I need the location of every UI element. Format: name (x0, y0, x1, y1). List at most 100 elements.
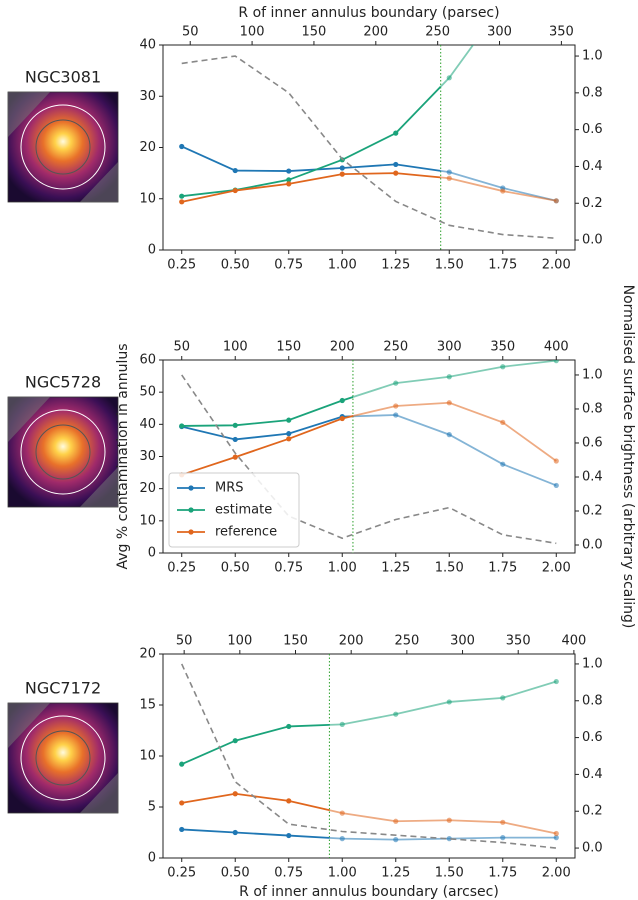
x-tick-label: 1.50 (435, 561, 464, 576)
y-tick-label: 15 (139, 698, 156, 713)
series-point (553, 458, 559, 464)
y2-tick-label: 0.0 (582, 841, 603, 856)
series-point (232, 454, 238, 460)
x-tick-label: 1.25 (381, 258, 410, 273)
x2-tick-label: 100 (227, 634, 252, 649)
series-line (181, 680, 557, 765)
y-tick-label: 5 (148, 800, 156, 815)
y-tick-label: 0 (148, 546, 156, 561)
series-point (286, 177, 292, 183)
series-point (339, 836, 345, 842)
series-point (232, 422, 238, 428)
series-point (286, 798, 292, 804)
y2-tick-label: 0.6 (582, 122, 603, 137)
x-axis-label: R of inner annulus boundary (arcsec) (239, 884, 499, 900)
series-point (446, 836, 452, 842)
series-point (393, 711, 399, 717)
plot-frame (162, 653, 576, 859)
x-tick-label: 0.75 (274, 866, 303, 881)
y-tick-label: 20 (139, 140, 156, 155)
x-tick-label: 1.00 (328, 258, 357, 273)
x-tick-label: 1.00 (328, 561, 357, 576)
thumbnail-ring (20, 715, 106, 801)
series-line (181, 360, 557, 427)
legend-marker (188, 485, 194, 491)
y-tick-label: 20 (139, 481, 156, 496)
series-point (286, 181, 292, 187)
series-point (232, 791, 238, 797)
y-tick-label: 40 (139, 417, 156, 432)
x2-tick-label: 300 (487, 25, 512, 40)
series-point (393, 412, 399, 418)
y-axis-label: Avg % contamination in annulus (115, 343, 131, 569)
series-point (179, 423, 185, 429)
x2-tick-label: 250 (394, 634, 419, 649)
data-layer (179, 360, 559, 545)
series-line (181, 172, 557, 203)
y-tick-label: 30 (139, 89, 156, 104)
thumbnail-ring (35, 424, 91, 480)
y-tick-label: 10 (139, 191, 156, 206)
series-line (181, 145, 557, 202)
y2-tick-label: 0.2 (582, 804, 603, 819)
x-tick-label: 1.75 (488, 866, 517, 881)
series-point (446, 432, 452, 438)
series-line (181, 792, 557, 835)
x-tick-label: 0.25 (167, 866, 196, 881)
series-line (181, 414, 557, 487)
y2-tick-label: 0.8 (582, 85, 603, 100)
x-tick-label: 1.25 (381, 561, 410, 576)
panel-title: NGC7172 (25, 679, 101, 698)
y-tick-label: 50 (139, 385, 156, 400)
x-tick-label: 1.75 (488, 561, 517, 576)
x-tick-label: 2.00 (542, 866, 571, 881)
series-point (393, 130, 399, 136)
thumbnail-ring (20, 104, 106, 190)
data-layer (179, 45, 559, 240)
series-point (553, 482, 559, 489)
series-line (181, 45, 475, 198)
series-point (339, 415, 345, 422)
series-point (446, 175, 452, 181)
series-point (446, 75, 452, 81)
y-tick-label: 40 (139, 38, 156, 53)
y2-tick-label: 1.0 (582, 367, 603, 382)
y-tick-label: 0 (148, 851, 156, 866)
x2-tick-label: 100 (223, 340, 248, 355)
thumbnail (7, 396, 119, 508)
y2-tick-label: 0.4 (582, 767, 603, 782)
y2-tick-label: 0.4 (582, 159, 603, 174)
series-point (339, 165, 345, 171)
legend-label: MRS (215, 481, 244, 496)
thumbnail-mask (80, 773, 118, 813)
plot-frame (162, 44, 576, 251)
series-point (232, 436, 238, 443)
x2-tick-label: 50 (176, 634, 193, 649)
series-point (286, 436, 292, 442)
series-point (393, 403, 399, 409)
x-tick-label: 0.50 (221, 561, 250, 576)
x-tick-label: 1.50 (435, 258, 464, 273)
series-point (339, 721, 345, 727)
series-point (339, 810, 345, 816)
x-tick-label: 2.00 (542, 561, 571, 576)
series-point (179, 199, 185, 205)
thumbnail-mask (80, 162, 118, 202)
x-tick-label: 1.25 (381, 866, 410, 881)
y2-tick-label: 0.8 (582, 693, 603, 708)
panel-title: NGC3081 (25, 68, 101, 87)
x-tick-label: 1.50 (435, 866, 464, 881)
series-point (393, 380, 399, 386)
y2-tick-label: 0.6 (582, 730, 603, 745)
x-tick-label: 0.25 (167, 258, 196, 273)
x2-tick-label: 50 (173, 340, 190, 355)
series-point (446, 374, 452, 380)
series-point (500, 835, 506, 841)
thumbnail-ring (20, 409, 106, 495)
series-point (232, 187, 238, 194)
series-point (393, 818, 399, 824)
thumbnail-mask (8, 703, 50, 748)
series-point (286, 417, 292, 423)
series-point (393, 837, 399, 843)
